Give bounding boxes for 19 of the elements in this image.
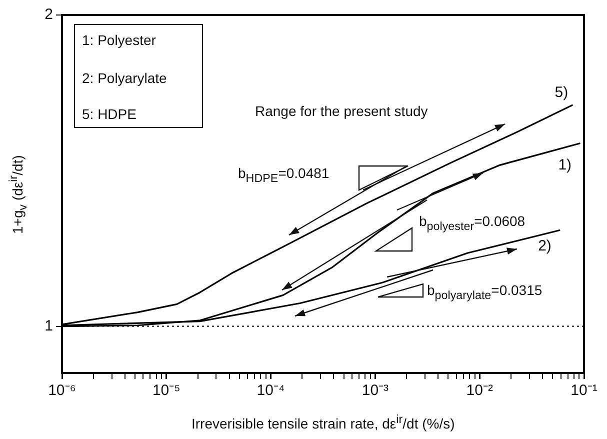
annotation: b$_{polyester}$=0.0608 (419, 213, 526, 233)
series-label: 5) (554, 84, 568, 102)
y-tick-label: 1 (44, 317, 53, 334)
annotation: b$_{HDPE}$=0.0481 (238, 165, 330, 185)
annotation: 2: Polyarylate (82, 70, 167, 86)
x-axis-title: Irreverisible tensile strain rate, dε$^{ir}$/dt (%/s) (192, 413, 455, 432)
x-tick-label: 10⁻⁵ (152, 382, 180, 400)
x-tick-label: 10⁻² (466, 382, 493, 400)
annotation: 1: Polyester (82, 32, 156, 48)
y-tick-label: 2 (44, 6, 53, 24)
annotation: Range for the present study (255, 103, 428, 119)
x-tick-label: 10⁻¹ (570, 382, 598, 400)
x-tick-label: 10⁻⁴ (256, 382, 285, 400)
series-label: 1) (558, 156, 572, 174)
annotation: b$_{polyarylate}$=0.0315 (427, 282, 542, 302)
x-tick-label: 10⁻⁶ (48, 382, 76, 400)
x-tick-label: 10⁻³ (362, 382, 389, 400)
annotation: 5: HDPE (82, 106, 136, 122)
series-label: 2) (538, 237, 552, 254)
